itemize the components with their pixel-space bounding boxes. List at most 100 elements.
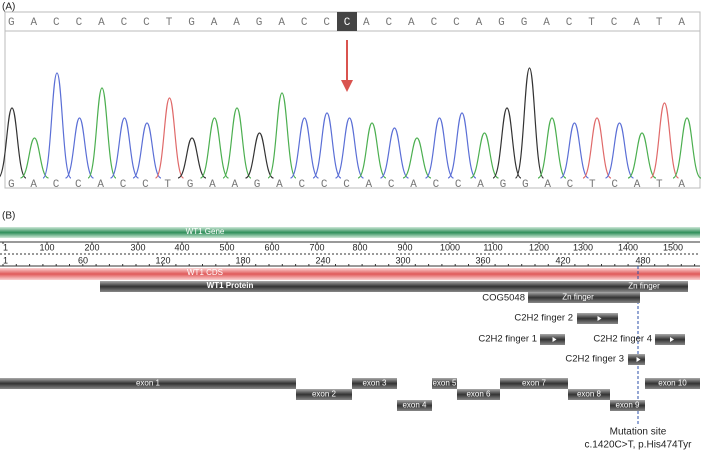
trace-peak (0, 107, 27, 179)
trace-peak (199, 117, 230, 179)
trace-peak (154, 97, 185, 179)
domain-label: COG5048 (482, 293, 525, 304)
ruler-label: 1500 (663, 242, 683, 252)
ruler-label: 1200 (529, 242, 549, 252)
exon-label: exon 5 (432, 379, 457, 388)
trace-peak (604, 122, 635, 179)
exon-label: exon 6 (466, 390, 491, 399)
trace-peak (357, 122, 387, 179)
exon-bar (352, 378, 397, 389)
trace-peak (537, 117, 567, 179)
exon-bar (397, 400, 432, 411)
ruler-label: 1 (3, 242, 8, 252)
trace-peak (64, 117, 95, 179)
track-label: WT1 CDS (187, 268, 223, 277)
trace-peak (42, 72, 72, 179)
ruler-label: 1400 (618, 242, 638, 252)
trace-peak (492, 107, 522, 179)
ruler-label: 1100 (483, 242, 502, 252)
arrow (636, 357, 641, 362)
ruler-label: 600 (264, 242, 279, 252)
ruler-label: 500 (219, 242, 234, 252)
trace-peak (379, 127, 410, 179)
sequence-top: GACCACCTGAAGACC (8, 17, 330, 29)
exon-label: exon 7 (522, 379, 547, 388)
arrow (670, 337, 674, 342)
trace-peak (109, 117, 140, 179)
domain-bar (528, 292, 640, 303)
exon-label: exon 1 (136, 379, 161, 388)
trace-peak (245, 132, 274, 179)
trace-peak (514, 67, 545, 179)
ruler-label: 1000 (440, 242, 460, 252)
trace-peak (559, 122, 590, 179)
trace-peak (312, 112, 342, 179)
mutation-detail: c.1420C>T, p.His474Tyr (585, 440, 693, 451)
ruler-label: 400 (174, 242, 189, 252)
exon-label: exon 3 (362, 379, 387, 388)
trace-peak (222, 107, 252, 179)
track-label: WT1 Gene (186, 227, 225, 236)
ruler-label: 1300 (573, 242, 593, 252)
exon-bar (457, 389, 500, 400)
arrow-head (341, 80, 353, 92)
sequence-bottom: GACCACCTGAAGACCCACACCAGGACTCATA (8, 179, 685, 191)
arrow (552, 337, 557, 342)
exon-label: exon 8 (577, 390, 602, 399)
ruler-label: 240 (315, 255, 330, 265)
exon-bar (645, 378, 700, 389)
sequence-highlight: C (344, 17, 351, 29)
ruler-label: 100 (39, 242, 54, 252)
ruler-label: 300 (130, 242, 145, 252)
exon-label: exon 4 (402, 401, 427, 410)
chromatogram-frame (4, 11, 701, 189)
ruler-label: 120 (155, 255, 170, 265)
ruler-label: 480 (635, 255, 650, 265)
trace-peak (267, 92, 297, 179)
trace-peak (87, 87, 117, 179)
protein-track (100, 281, 688, 292)
ruler-label: 1 (3, 255, 8, 265)
ruler-label: 300 (395, 255, 410, 265)
ruler-label: 700 (309, 242, 324, 252)
trace-peak (470, 132, 499, 179)
exon-bar (568, 389, 610, 400)
trace-peak (20, 137, 49, 179)
domain-label: C2H2 finger 3 (565, 354, 624, 365)
highlight-box (337, 12, 357, 31)
trace-peak (402, 137, 432, 179)
trace-peak (672, 117, 702, 179)
exon-label: exon 2 (312, 390, 337, 399)
trace-peak (132, 122, 162, 179)
exon-bar (610, 400, 645, 411)
domain-bar-label: Zn finger (562, 293, 594, 302)
arrow (597, 316, 602, 321)
gene-track (0, 227, 700, 238)
exon-bar (432, 378, 457, 389)
exon-label: exon 10 (658, 379, 687, 388)
trace-peak (289, 117, 320, 179)
trace-peak (424, 117, 455, 179)
ruler-label: 360 (475, 255, 490, 265)
trace-peak (649, 102, 680, 179)
trace-peak (334, 117, 365, 179)
panel-label: (A) (2, 2, 15, 13)
exon-bar (0, 378, 296, 389)
domain-label: C2H2 finger 1 (478, 334, 537, 345)
ruler-label: 900 (397, 242, 412, 252)
ruler-label: 60 (78, 255, 88, 265)
trace-peak (627, 132, 657, 179)
track-label: WT1 Protein (207, 281, 254, 290)
domain-label: C2H2 finger 2 (514, 313, 573, 324)
panel-label: (B) (2, 211, 15, 222)
ruler-label: 420 (555, 255, 570, 265)
ruler-label: 180 (235, 255, 250, 265)
exon-label: exon 9 (615, 401, 640, 410)
trace-peak (582, 117, 612, 179)
exon-bar (296, 389, 352, 400)
domain-bar-label: Zn finger (628, 282, 660, 291)
exon-bar (500, 378, 568, 389)
mutation-label: Mutation site (610, 427, 667, 438)
ruler-label: 200 (84, 242, 99, 252)
